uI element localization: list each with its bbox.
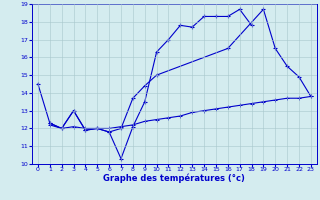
X-axis label: Graphe des températures (°c): Graphe des températures (°c) <box>103 174 245 183</box>
